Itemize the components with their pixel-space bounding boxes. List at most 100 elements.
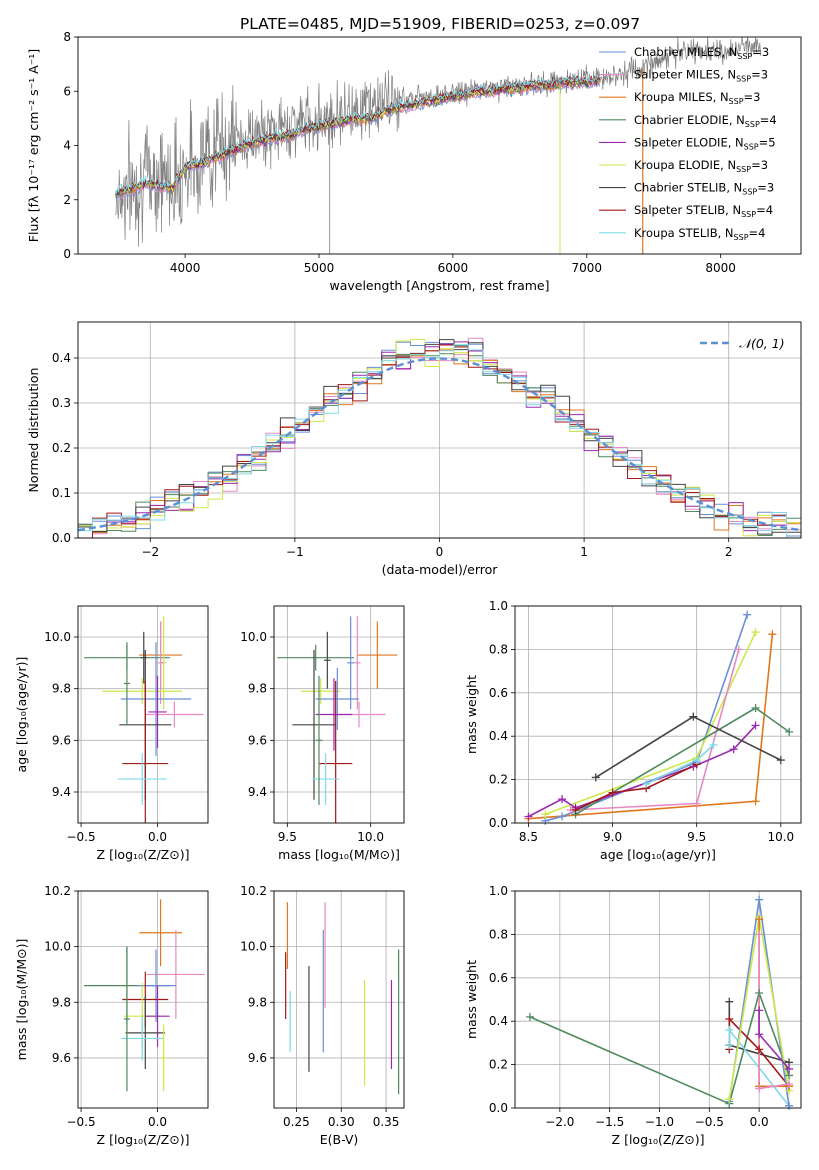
legend-subscript: SSP — [736, 165, 751, 174]
age-vs-Z-y-tick-label: 9.6 — [52, 733, 71, 747]
residuals-y-tick-label: 0.2 — [52, 441, 71, 455]
residuals-y-tick-label: 0.4 — [52, 351, 71, 365]
weight-vs-Z-x-tick-label: −0.5 — [695, 1115, 724, 1129]
weight-vs-Z-marker — [755, 895, 764, 904]
age-vs-Z-x-tick-label: 0.0 — [148, 830, 167, 844]
residuals-y-tick-label: 0.3 — [52, 396, 71, 410]
spectrum-legend-label: Kroupa ELODIE, NSSP=3 — [634, 158, 768, 174]
weight-vs-Z-marker — [785, 1101, 794, 1110]
weight-vs-age-marker — [541, 810, 550, 819]
weight-vs-age-x-tick-label: 9.0 — [603, 830, 622, 844]
residuals-y-axis-label: Normed distribution — [26, 368, 41, 493]
spectrum-x-tick-label: 8000 — [705, 261, 736, 275]
spectrum-panel: 4000 5000 6000 7000 8000 0 2 4 6 8 Chabrier MILES,… — [26, 30, 802, 293]
weight-vs-age-marker — [743, 610, 752, 619]
residuals-x-tick-label: 1 — [580, 545, 588, 559]
age-vs-Z-panel: −0.5 0.0 9.4 9.6 9.8 10.0 Z [log₁₀(Z/Z⊙)] age [… — [14, 605, 209, 862]
weight-vs-Z-panel: −2.0 −1.5 −1.0 −0.5 0.0 0.0 0.2 0.4 0.6 0.8 1.0 Z [… — [464, 884, 802, 1147]
weight-vs-age-series-line — [575, 763, 698, 811]
spectrum-data-line — [115, 37, 762, 247]
age-vs-mass-panel: 9.5 10.0 9.4 9.6 9.8 10.0 mass [log₁₀(M/M⊙)] — [240, 605, 405, 862]
weight-vs-Z-marker — [725, 1015, 734, 1024]
weight-vs-Z-x-tick-label: −2.0 — [545, 1115, 574, 1129]
mass-vs-Z-y-tick-label: 9.6 — [52, 1051, 71, 1065]
weight-vs-Z-marker — [755, 915, 764, 924]
weight-vs-age-y-axis-label: mass weight — [464, 675, 479, 754]
age-vs-Z-x-tick-label: −0.5 — [66, 830, 95, 844]
weight-vs-Z-marker — [725, 1095, 734, 1104]
age-vs-Z-frame — [77, 605, 209, 824]
age-vs-Z-y-tick-label: 10.0 — [44, 630, 71, 644]
spectrum-x-tick-label: 6000 — [438, 261, 469, 275]
residuals-plot-area — [78, 337, 801, 538]
residuals-x-axis-label: (data-model)/error — [382, 562, 499, 577]
residuals-x-tick-label: 0 — [436, 545, 444, 559]
weight-vs-age-marker — [692, 799, 701, 808]
age-vs-Z-plot-area — [84, 616, 204, 823]
age-vs-mass-y-tick-label: 9.6 — [248, 733, 267, 747]
residuals-x-tick-label: 2 — [725, 545, 733, 559]
legend-text: Salpeter ELODIE, N — [634, 135, 744, 149]
legend-text: Salpeter STELIB, N — [634, 203, 741, 217]
weight-vs-Z-x-axis-label: Z [log₁₀(Z/Z⊙)] — [612, 1132, 705, 1147]
mass-vs-Z-y-axis-label: mass [log₁₀(M/M⊙)] — [14, 939, 29, 1061]
weight-vs-Z-marker — [755, 1045, 764, 1054]
weight-vs-age-marker — [524, 812, 533, 821]
weight-vs-age-marker — [785, 727, 794, 736]
weight-vs-Z-x-tick-label: −1.0 — [645, 1115, 674, 1129]
legend-subscript: SSP — [742, 188, 757, 197]
legend-text: Kroupa STELIB, N — [634, 226, 734, 240]
legend-subscript: SSP — [736, 75, 751, 84]
spectrum-x-tick-label: 7000 — [572, 261, 603, 275]
age-vs-mass-y-tick-label: 9.8 — [248, 682, 267, 696]
weight-vs-Z-marker — [725, 997, 734, 1006]
mass-vs-ebv-panel: 0.25 0.30 0.35 9.6 9.8 10.0 10.2 E(B-V) — [240, 884, 405, 1147]
weight-vs-age-marker — [558, 795, 567, 804]
spectrum-y-axis-label: Flux [fλ 10⁻¹⁷ erg cm⁻² s⁻¹ A⁻¹] — [26, 49, 41, 242]
mass-vs-ebv-x-axis-label: E(B-V) — [320, 1132, 359, 1147]
spectrum-y-tick-label: 8 — [63, 30, 71, 44]
weight-vs-Z-frame — [514, 890, 802, 1109]
residuals-frame — [77, 321, 802, 539]
weight-vs-age-marker — [709, 740, 718, 749]
legend-tail: =3 — [751, 158, 768, 172]
weight-vs-age-marker — [734, 645, 743, 654]
spectrum-x-tick-label: 5000 — [304, 261, 335, 275]
mass-vs-Z-panel: −0.5 0.0 9.6 9.8 10.0 10.2 Z [log₁₀(Z/Z⊙)] mass… — [14, 884, 209, 1147]
weight-vs-Z-marker — [755, 930, 764, 939]
spectrum-legend-label: Chabrier MILES, NSSP=3 — [634, 45, 769, 61]
weight-vs-age-y-tick-label: 1.0 — [489, 599, 508, 613]
legend-tail: =4 — [760, 113, 777, 127]
weight-vs-Z-marker — [755, 988, 764, 997]
figure-title: PLATE=0485, MJD=51909, FIBERID=0253, z=0… — [240, 15, 640, 33]
spectrum-legend-label: Chabrier ELODIE, NSSP=4 — [634, 113, 777, 129]
weight-vs-Z-marker — [755, 1030, 764, 1039]
age-vs-mass-x-axis-label: mass [log₁₀(M/M⊙)] — [278, 847, 400, 862]
mass-vs-Z-y-tick-label: 9.8 — [52, 995, 71, 1009]
legend-text: Kroupa ELODIE, N — [634, 158, 736, 172]
legend-subscript: SSP — [729, 97, 744, 106]
weight-vs-age-marker — [692, 756, 701, 765]
weight-vs-age-marker — [642, 779, 651, 788]
weight-vs-Z-y-tick-label: 1.0 — [489, 884, 508, 898]
mass-vs-Z-x-tick-label: −0.5 — [66, 1115, 95, 1129]
spectrum-legend-label: Salpeter ELODIE, NSSP=5 — [634, 135, 776, 151]
residuals-y-tick-label: 0.1 — [52, 486, 71, 500]
age-vs-mass-x-tick-label: 9.5 — [278, 830, 297, 844]
weight-vs-age-marker — [571, 805, 580, 814]
legend-subscript: SSP — [741, 210, 756, 219]
age-vs-Z-y-axis-label: age [log₁₀(age/yr)] — [14, 657, 29, 773]
weight-vs-age-series-line — [528, 724, 757, 818]
weight-vs-age-marker — [751, 797, 760, 806]
weight-vs-age-marker — [558, 812, 567, 821]
residuals-x-tick-label: −1 — [286, 545, 304, 559]
residual-histogram — [78, 344, 801, 538]
spectrum-plot-area — [115, 37, 762, 254]
mass-vs-Z-plot-area — [84, 899, 205, 1092]
legend-tail: =3 — [751, 68, 768, 82]
weight-vs-age-marker — [591, 773, 600, 782]
weight-vs-age-marker — [751, 628, 760, 637]
weight-vs-age-marker — [689, 712, 698, 721]
legend-subscript: SSP — [734, 233, 749, 242]
